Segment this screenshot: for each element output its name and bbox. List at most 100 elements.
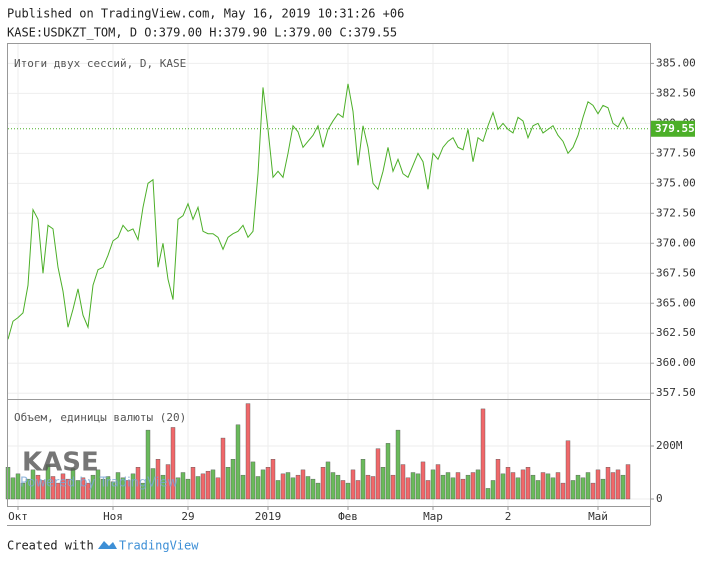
- volume-bar: [570, 480, 576, 500]
- volume-bar: [600, 478, 606, 500]
- volume-bar: [260, 469, 266, 500]
- y-tick-label: 0: [656, 492, 663, 505]
- x-tick-label: Мар: [423, 510, 443, 523]
- volume-bar: [455, 472, 461, 500]
- x-tick-label: 29: [181, 510, 194, 523]
- volume-bar: [100, 478, 106, 500]
- y-tick-label: 360.00: [656, 356, 696, 369]
- volume-bar: [240, 474, 246, 500]
- volume-bar: [80, 477, 86, 500]
- volume-bar: [45, 464, 51, 500]
- volume-bar: [555, 472, 561, 500]
- volume-bar: [130, 473, 136, 500]
- volume-bar: [50, 476, 56, 500]
- last-price-badge: [651, 120, 695, 137]
- volume-bar: [340, 480, 346, 500]
- symbol-line: KASE:USDKZT_TOM, D O:379.00 H:379.90 L:3…: [7, 26, 397, 40]
- volume-bar: [175, 477, 181, 500]
- volume-bar: [95, 469, 101, 500]
- volume-bar: [625, 464, 631, 500]
- volume-bar: [320, 467, 326, 500]
- volume-bar: [140, 482, 146, 500]
- volume-bar: [90, 474, 96, 500]
- volume-bar: [215, 477, 221, 500]
- volume-bar: [460, 478, 466, 500]
- volume-bar: [120, 477, 126, 500]
- volume-bar: [465, 474, 471, 500]
- volume-bar: [585, 472, 591, 500]
- volume-bar: [375, 448, 381, 500]
- volume-bar: [485, 488, 491, 500]
- x-tick-label: Май: [588, 510, 608, 523]
- volume-bar: [330, 472, 336, 500]
- volume-bar: [15, 473, 21, 500]
- volume-bar: [185, 478, 191, 500]
- volume-bar: [505, 467, 511, 500]
- volume-bar: [520, 469, 526, 500]
- volume-bar: [550, 477, 556, 500]
- volume-bar: [165, 464, 171, 500]
- volume-bar: [295, 474, 301, 500]
- volume-bar: [285, 472, 291, 500]
- volume-bar: [360, 459, 366, 500]
- volume-bar: [20, 482, 26, 500]
- y-tick-label: 357.50: [656, 386, 696, 399]
- volume-bar: [410, 472, 416, 500]
- volume-bar: [470, 472, 476, 500]
- volume-bar: [335, 474, 341, 500]
- volume-bar: [75, 480, 81, 500]
- kase-logo: KASE: [22, 448, 99, 478]
- volume-bar: [545, 473, 551, 500]
- volume-bar: [235, 424, 241, 500]
- x-tick-label: Ноя: [103, 510, 123, 523]
- volume-bar: [65, 478, 71, 500]
- volume-bar: [265, 467, 271, 500]
- volume-bar: [525, 467, 531, 500]
- volume-bar: [115, 472, 121, 500]
- x-tick-label: Фев: [338, 510, 358, 523]
- volume-bar: [500, 473, 506, 500]
- volume-bar: [230, 459, 236, 500]
- volume-pane-label: Объем, единицы валюты (20): [14, 411, 186, 424]
- volume-bar: [515, 477, 521, 500]
- volume-bar: [450, 477, 456, 500]
- volume-bar: [10, 477, 16, 500]
- volume-bar: [380, 467, 386, 500]
- volume-bar: [275, 480, 281, 500]
- volume-bar: [250, 461, 256, 500]
- volume-bar: [590, 482, 596, 500]
- volume-bar: [300, 469, 306, 500]
- volume-bar: [150, 468, 156, 500]
- tradingview-brand: TradingView: [119, 539, 199, 553]
- x-tick-label: Окт: [8, 510, 28, 523]
- last-price-label: 379.55: [655, 122, 695, 135]
- volume-bar: [390, 474, 396, 500]
- volume-bar: [205, 470, 211, 500]
- grid: [8, 44, 650, 506]
- volume-bar: [510, 472, 516, 500]
- volume-bar: [55, 482, 61, 500]
- volume-bar: [530, 474, 536, 500]
- volume-bar: [560, 482, 566, 500]
- volume-bar: [370, 476, 376, 500]
- volume-bar: [210, 469, 216, 500]
- volume-bar: [425, 480, 431, 500]
- price-pane: [7, 83, 650, 340]
- volume-bar: [475, 469, 481, 500]
- tv-logo: [98, 541, 117, 549]
- volume-bar: [305, 476, 311, 500]
- x-tick-label: 2019: [255, 510, 282, 523]
- y-tick-label: 375.00: [656, 176, 696, 189]
- volume-bar: [170, 427, 176, 500]
- volume-bar: [395, 429, 401, 500]
- created-with: Created with: [7, 539, 94, 553]
- y-tick-label: 377.50: [656, 146, 696, 159]
- volume-bar: [420, 461, 426, 500]
- volume-bar: [580, 477, 586, 500]
- volume-bar: [35, 474, 41, 500]
- volume-bar: [25, 478, 31, 500]
- volume-bar: [345, 482, 351, 500]
- volume-bar: [325, 461, 331, 500]
- price-pane-label: Итоги двух сессий, D, KASE: [14, 57, 186, 70]
